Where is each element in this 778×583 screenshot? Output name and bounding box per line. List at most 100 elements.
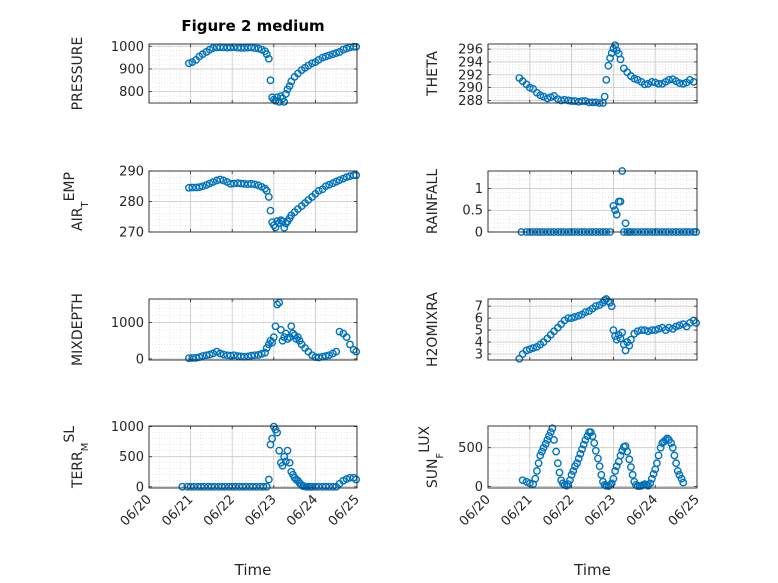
data-point (590, 439, 599, 447)
data-point (294, 333, 302, 342)
data-point (675, 470, 684, 479)
data-point (633, 327, 642, 336)
data-point (261, 348, 269, 357)
data-point (591, 302, 600, 311)
y-axis-label: PRESSURE (70, 37, 86, 111)
data-point (352, 42, 361, 51)
axes-box (148, 298, 358, 361)
x-axis-label: Time (573, 561, 611, 579)
data-point (611, 467, 619, 475)
data-point (557, 96, 566, 105)
data-point (607, 479, 616, 488)
data-point (665, 323, 673, 332)
x-tick-label: 06/24 (284, 492, 321, 529)
y-tick-label: 5 (475, 324, 483, 339)
data-point (670, 451, 679, 460)
data-point (328, 482, 337, 491)
x-axis-label: Time (234, 561, 272, 579)
data-point (567, 97, 576, 105)
y-axis-label: THETA (425, 51, 441, 97)
data-point (259, 482, 268, 491)
x-tick-label: 06/20 (457, 492, 494, 529)
y-tick-label: 290 (458, 81, 483, 96)
y-tick-label: 280 (119, 195, 144, 210)
data-point (332, 49, 341, 57)
data-series (185, 42, 361, 106)
y-tick-label: 1000 (111, 420, 144, 435)
data-point (266, 76, 275, 85)
data-point (314, 186, 323, 195)
data-point (285, 82, 294, 90)
data-point (685, 76, 694, 84)
data-point (611, 41, 619, 50)
data-point (247, 179, 256, 188)
data-point (552, 447, 561, 456)
data-point (268, 434, 277, 443)
data-series (185, 171, 361, 232)
data-point (534, 459, 543, 468)
data-point (675, 79, 684, 88)
data-point (586, 428, 595, 437)
y-tick-label: 3 (475, 348, 483, 363)
data-point (325, 351, 334, 360)
data-point (352, 171, 361, 180)
data-point (578, 97, 586, 105)
data-point (280, 223, 289, 232)
data-point (280, 452, 289, 461)
data-point (612, 210, 621, 219)
data-point (548, 424, 557, 433)
data-point (271, 322, 280, 331)
data-point (332, 347, 341, 356)
data-point (262, 482, 271, 491)
data-point (335, 327, 344, 336)
y-tick-label: 290 (119, 165, 144, 180)
data-point (602, 76, 611, 84)
data-point (273, 93, 282, 102)
data-point (198, 352, 207, 360)
data-point (264, 193, 273, 201)
data-point (281, 457, 290, 466)
data-point (644, 327, 652, 336)
data-point (283, 446, 292, 455)
data-point (273, 217, 282, 225)
data-point (667, 439, 675, 447)
y-tick-label: 800 (119, 85, 144, 100)
data-point (627, 335, 635, 344)
x-tick-label: 06/21 (159, 492, 196, 529)
data-point (539, 92, 548, 101)
data-point (616, 55, 625, 64)
data-point (257, 349, 266, 358)
axes-box (487, 170, 698, 233)
y-tick-label: 6 (475, 312, 483, 327)
data-point (654, 451, 663, 460)
data-point (352, 347, 361, 356)
subplot-7: 06/20 06/21 06/22 06/23 06/24 06/25 0 500 1000 TE… (62, 420, 363, 579)
data-point (627, 463, 635, 471)
plot-area (488, 44, 697, 103)
y-tick-label: 288 (458, 94, 483, 109)
data-point (278, 336, 287, 345)
data-point (692, 319, 701, 327)
data-point (607, 302, 616, 311)
y-tick-label: 270 (119, 226, 144, 241)
subplot-5: 0 1000 MIXDEPTH (70, 293, 361, 367)
subplot-3: 270 280 290 AIRTEMP (62, 165, 361, 241)
x-tick-label: 06/20 (118, 492, 155, 529)
data-point (665, 76, 673, 84)
data-point (250, 351, 259, 360)
y-axis-label: SUNFLUX (417, 425, 446, 488)
data-point (623, 447, 632, 456)
data-point (289, 329, 297, 338)
data-point (673, 467, 682, 475)
axes-box (148, 43, 358, 104)
data-point (564, 480, 573, 489)
data-series (515, 41, 698, 107)
data-point (633, 76, 642, 84)
data-point (219, 176, 228, 185)
data-point (254, 351, 263, 359)
y-tick-label: 0 (136, 480, 144, 495)
data-point (567, 470, 576, 479)
data-point (342, 44, 351, 53)
data-point (209, 44, 217, 52)
